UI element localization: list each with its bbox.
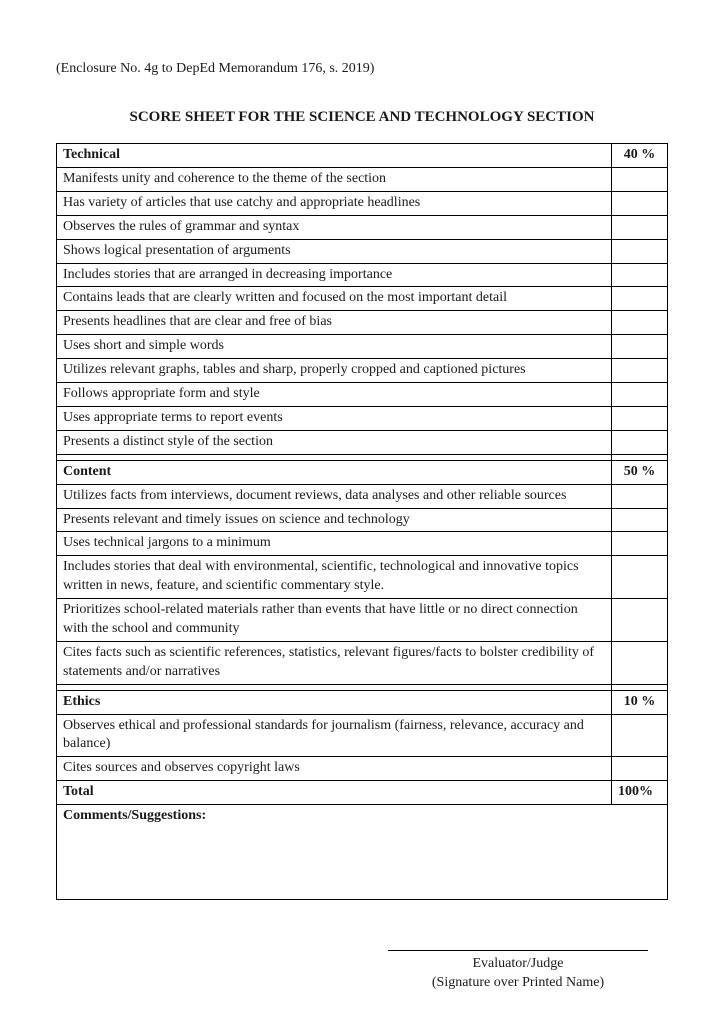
score-cell <box>612 359 668 383</box>
table-row: Prioritizes school-related materials rat… <box>57 599 668 642</box>
section-header-content: Content 50 % <box>57 460 668 484</box>
section-pct: 40 % <box>612 144 668 168</box>
signature-instruction: (Signature over Printed Name) <box>388 974 648 993</box>
table-row: Has variety of articles that use catchy … <box>57 191 668 215</box>
score-cell <box>612 406 668 430</box>
table-row: Observes the rules of grammar and syntax <box>57 215 668 239</box>
score-cell <box>612 641 668 684</box>
signature-block: Evaluator/Judge (Signature over Printed … <box>56 950 668 993</box>
score-cell <box>612 532 668 556</box>
comments-row: Comments/Suggestions: <box>57 805 668 900</box>
score-cell <box>612 287 668 311</box>
criterion-text: Utilizes facts from interviews, document… <box>57 484 612 508</box>
total-row: Total 100% <box>57 781 668 805</box>
table-row: Presents a distinct style of the section <box>57 430 668 454</box>
criterion-text: Cites sources and observes copyright law… <box>57 757 612 781</box>
criterion-text: Uses short and simple words <box>57 335 612 359</box>
score-table: Technical 40 % Manifests unity and coher… <box>56 143 668 900</box>
score-cell <box>612 239 668 263</box>
table-row: Utilizes facts from interviews, document… <box>57 484 668 508</box>
table-row: Cites sources and observes copyright law… <box>57 757 668 781</box>
score-cell <box>612 168 668 192</box>
comments-label: Comments/Suggestions: <box>63 807 661 826</box>
score-cell <box>612 215 668 239</box>
score-cell <box>612 335 668 359</box>
table-row: Presents relevant and timely issues on s… <box>57 508 668 532</box>
criterion-text: Prioritizes school-related materials rat… <box>57 599 612 642</box>
score-cell <box>612 599 668 642</box>
criterion-text: Uses appropriate terms to report events <box>57 406 612 430</box>
table-row: Uses technical jargons to a minimum <box>57 532 668 556</box>
table-row: Presents headlines that are clear and fr… <box>57 311 668 335</box>
section-header-ethics: Ethics 10 % <box>57 690 668 714</box>
score-cell <box>612 757 668 781</box>
table-row: Uses short and simple words <box>57 335 668 359</box>
score-cell <box>612 383 668 407</box>
score-cell <box>612 191 668 215</box>
criterion-text: Presents headlines that are clear and fr… <box>57 311 612 335</box>
table-row: Cites facts such as scientific reference… <box>57 641 668 684</box>
table-row: Uses appropriate terms to report events <box>57 406 668 430</box>
criterion-text: Includes stories that are arranged in de… <box>57 263 612 287</box>
enclosure-reference: (Enclosure No. 4g to DepEd Memorandum 17… <box>56 60 668 79</box>
table-row: Follows appropriate form and style <box>57 383 668 407</box>
criterion-text: Utilizes relevant graphs, tables and sha… <box>57 359 612 383</box>
score-cell <box>612 263 668 287</box>
criterion-text: Shows logical presentation of arguments <box>57 239 612 263</box>
score-cell <box>612 311 668 335</box>
criterion-text: Contains leads that are clearly written … <box>57 287 612 311</box>
signature-role: Evaluator/Judge <box>388 955 648 974</box>
score-cell <box>612 556 668 599</box>
section-label: Content <box>57 460 612 484</box>
criterion-text: Includes stories that deal with environm… <box>57 556 612 599</box>
table-row: Observes ethical and professional standa… <box>57 714 668 757</box>
total-pct: 100% <box>612 781 668 805</box>
score-cell <box>612 484 668 508</box>
section-header-technical: Technical 40 % <box>57 144 668 168</box>
criterion-text: Follows appropriate form and style <box>57 383 612 407</box>
table-row: Includes stories that deal with environm… <box>57 556 668 599</box>
section-pct: 10 % <box>612 690 668 714</box>
score-cell <box>612 714 668 757</box>
total-label: Total <box>57 781 612 805</box>
table-row: Includes stories that are arranged in de… <box>57 263 668 287</box>
score-cell <box>612 508 668 532</box>
criterion-text: Presents relevant and timely issues on s… <box>57 508 612 532</box>
section-pct: 50 % <box>612 460 668 484</box>
criterion-text: Cites facts such as scientific reference… <box>57 641 612 684</box>
criterion-text: Observes the rules of grammar and syntax <box>57 215 612 239</box>
table-row: Manifests unity and coherence to the the… <box>57 168 668 192</box>
table-row: Utilizes relevant graphs, tables and sha… <box>57 359 668 383</box>
section-label: Ethics <box>57 690 612 714</box>
table-row: Shows logical presentation of arguments <box>57 239 668 263</box>
criterion-text: Uses technical jargons to a minimum <box>57 532 612 556</box>
section-label: Technical <box>57 144 612 168</box>
criterion-text: Observes ethical and professional standa… <box>57 714 612 757</box>
criterion-text: Has variety of articles that use catchy … <box>57 191 612 215</box>
criterion-text: Presents a distinct style of the section <box>57 430 612 454</box>
score-cell <box>612 430 668 454</box>
table-row: Contains leads that are clearly written … <box>57 287 668 311</box>
criterion-text: Manifests unity and coherence to the the… <box>57 168 612 192</box>
document-title: SCORE SHEET FOR THE SCIENCE AND TECHNOLO… <box>56 107 668 127</box>
